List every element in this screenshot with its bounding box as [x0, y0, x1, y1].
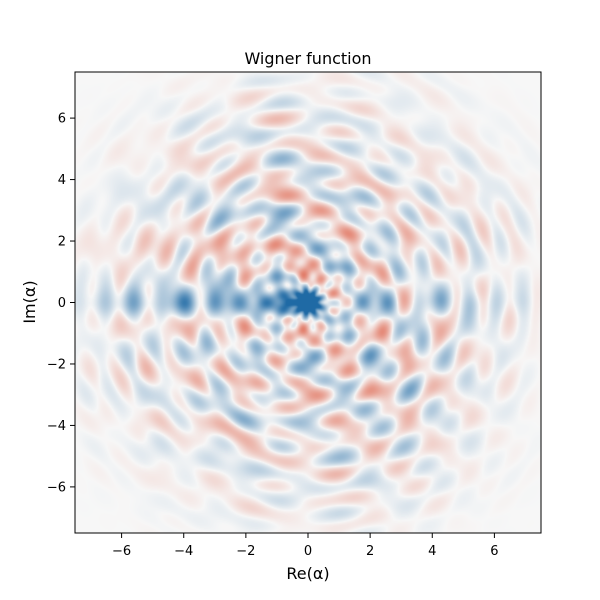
y-axis-label: Im(α) [20, 280, 39, 323]
y-tick-label: 0 [58, 296, 66, 311]
y-tick-label: −2 [47, 357, 66, 372]
y-tick-label: −4 [47, 419, 66, 434]
x-tick-label: −4 [174, 544, 193, 559]
wigner-heatmap [75, 72, 541, 533]
y-tick-label: 6 [58, 112, 66, 127]
x-tick-label: 6 [490, 544, 498, 559]
x-tick-label: 4 [428, 544, 436, 559]
x-tick-label: 0 [304, 544, 312, 559]
chart-title: Wigner function [244, 49, 371, 68]
y-tick-label: 4 [58, 173, 66, 188]
x-axis: −6 −4 −2 0 2 4 6 [112, 533, 499, 559]
x-tick-label: 2 [366, 544, 374, 559]
x-tick-label: −6 [112, 544, 131, 559]
y-tick-label: −6 [47, 480, 66, 495]
y-tick-label: 2 [58, 235, 66, 250]
plot-area [74, 71, 542, 534]
x-axis-label: Re(α) [286, 564, 329, 583]
x-tick-label: −2 [236, 544, 255, 559]
y-axis: −6 −4 −2 0 2 4 6 [47, 112, 75, 495]
